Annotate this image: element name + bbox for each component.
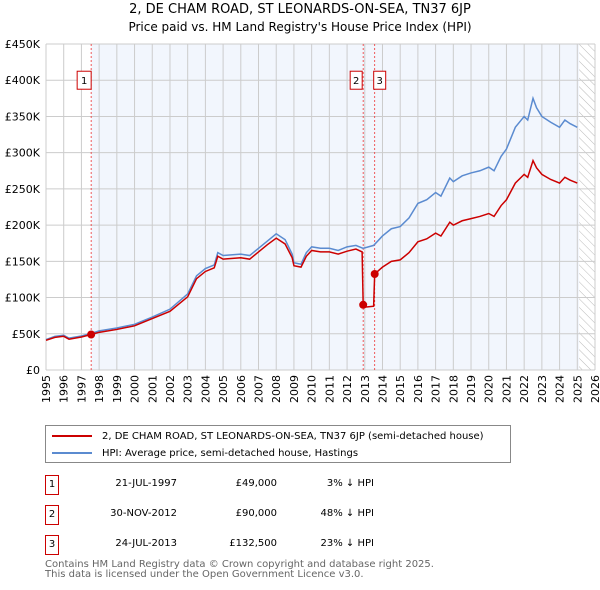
chart-subtitle: Price paid vs. HM Land Registry's House … bbox=[128, 20, 472, 34]
sale-point bbox=[359, 300, 368, 309]
x-tick-label: 2000 bbox=[129, 375, 142, 403]
y-tick-label: £0 bbox=[26, 364, 40, 377]
y-tick-label: £100K bbox=[5, 292, 41, 305]
x-tick-label: 2005 bbox=[217, 375, 230, 403]
x-tick-label: 2002 bbox=[164, 375, 177, 403]
x-tick-label: 1998 bbox=[93, 375, 106, 403]
y-tick-label: £450K bbox=[5, 38, 41, 51]
sale-label-box bbox=[76, 70, 92, 90]
chart-title: 2, DE CHAM ROAD, ST LEONARDS-ON-SEA, TN3… bbox=[129, 2, 471, 17]
footer-line: Contains HM Land Registry data © Crown c… bbox=[45, 559, 434, 570]
x-tick-label: 2020 bbox=[483, 375, 496, 403]
y-tick-label: £400K bbox=[5, 74, 41, 87]
sale-label: 2 bbox=[353, 76, 359, 87]
transaction-hpi: 3% ↓ HPI bbox=[326, 478, 374, 489]
x-tick-label: 2022 bbox=[518, 375, 531, 403]
x-tick-label: 2017 bbox=[430, 375, 443, 403]
x-tick-label: 1997 bbox=[75, 375, 88, 403]
transaction-price: £90,000 bbox=[235, 508, 277, 519]
x-tick-label: 1999 bbox=[111, 375, 124, 403]
legend-swatch-blue bbox=[52, 452, 92, 454]
x-tick-label: 2011 bbox=[323, 375, 336, 403]
legend-label: HPI: Average price, semi-detached house,… bbox=[102, 447, 359, 459]
y-tick-label: £150K bbox=[5, 255, 41, 268]
y-tick-label: £300K bbox=[5, 147, 41, 160]
legend-label: 2, DE CHAM ROAD, ST LEONARDS-ON-SEA, TN3… bbox=[102, 430, 484, 442]
transaction-badge: 1 bbox=[45, 475, 59, 495]
transaction-price: £49,000 bbox=[235, 478, 277, 489]
sale-label: 3 bbox=[377, 76, 383, 87]
ownership-shading bbox=[91, 44, 580, 370]
x-tick-label: 2009 bbox=[288, 375, 301, 403]
sale-point bbox=[370, 270, 379, 279]
x-tick-label: 1996 bbox=[58, 375, 71, 403]
transaction-price: £132,500 bbox=[229, 538, 277, 549]
x-tick-label: 2007 bbox=[253, 375, 266, 403]
sale-label: 1 bbox=[81, 76, 87, 87]
footer-line: This data is licensed under the Open Gov… bbox=[45, 569, 364, 580]
x-tick-label: 2014 bbox=[376, 375, 389, 403]
transaction-hpi: 48% ↓ HPI bbox=[320, 508, 374, 519]
x-tick-label: 2018 bbox=[447, 375, 460, 403]
transaction-date: 30-NOV-2012 bbox=[110, 508, 177, 519]
x-tick-label: 2026 bbox=[589, 375, 600, 403]
x-tick-label: 2023 bbox=[536, 375, 549, 403]
y-tick-label: £250K bbox=[5, 183, 41, 196]
forecast-hatch bbox=[579, 44, 595, 370]
x-tick-label: 2015 bbox=[394, 375, 407, 403]
sale-point bbox=[87, 330, 96, 339]
x-tick-label: 2001 bbox=[146, 375, 159, 403]
x-tick-label: 2010 bbox=[306, 375, 319, 403]
series-line bbox=[45, 95, 578, 341]
x-tick-label: 2003 bbox=[182, 375, 195, 403]
sale-label-box bbox=[373, 70, 387, 90]
footer: Contains HM Land Registry data © Crown c… bbox=[45, 560, 434, 580]
x-tick-label: 2004 bbox=[199, 375, 212, 403]
transaction-badge: 3 bbox=[45, 535, 59, 555]
transaction-row: 3 24-JUL-2013 £132,500 23% ↓ HPI bbox=[45, 535, 445, 555]
x-tick-label: 2025 bbox=[571, 375, 584, 403]
series-line bbox=[45, 158, 578, 342]
transaction-row: 1 21-JUL-1997 £49,000 3% ↓ HPI bbox=[45, 475, 445, 495]
legend-swatch-red bbox=[52, 435, 92, 437]
x-tick-label: 2016 bbox=[412, 375, 425, 403]
transaction-date: 24-JUL-2013 bbox=[115, 538, 177, 549]
x-tick-label: 2019 bbox=[465, 375, 478, 403]
y-tick-label: £200K bbox=[5, 219, 41, 232]
x-tick-label: 2012 bbox=[341, 375, 354, 403]
x-tick-label: 2013 bbox=[359, 375, 372, 403]
x-tick-label: 2006 bbox=[235, 375, 248, 403]
x-tick-label: 2008 bbox=[270, 375, 283, 403]
x-tick-label: 2024 bbox=[554, 375, 567, 403]
transaction-row: 2 30-NOV-2012 £90,000 48% ↓ HPI bbox=[45, 505, 445, 525]
legend-item-hpi: HPI: Average price, semi-detached house,… bbox=[46, 445, 358, 461]
transaction-hpi: 23% ↓ HPI bbox=[320, 538, 374, 549]
legend: 2, DE CHAM ROAD, ST LEONARDS-ON-SEA, TN3… bbox=[45, 425, 511, 463]
y-tick-label: £350K bbox=[5, 110, 41, 123]
line-chart: 1995 1996 1997 1998 1999 2000 2001 2002 2003 2004… bbox=[5, 38, 600, 403]
legend-item-property: 2, DE CHAM ROAD, ST LEONARDS-ON-SEA, TN3… bbox=[46, 428, 484, 444]
y-tick-label: £50K bbox=[12, 328, 41, 341]
transaction-date: 21-JUL-1997 bbox=[115, 478, 177, 489]
x-tick-label: 1995 bbox=[40, 375, 53, 403]
sale-label-box bbox=[349, 70, 363, 90]
transaction-badge: 2 bbox=[45, 505, 59, 525]
x-tick-label: 2021 bbox=[500, 375, 513, 403]
